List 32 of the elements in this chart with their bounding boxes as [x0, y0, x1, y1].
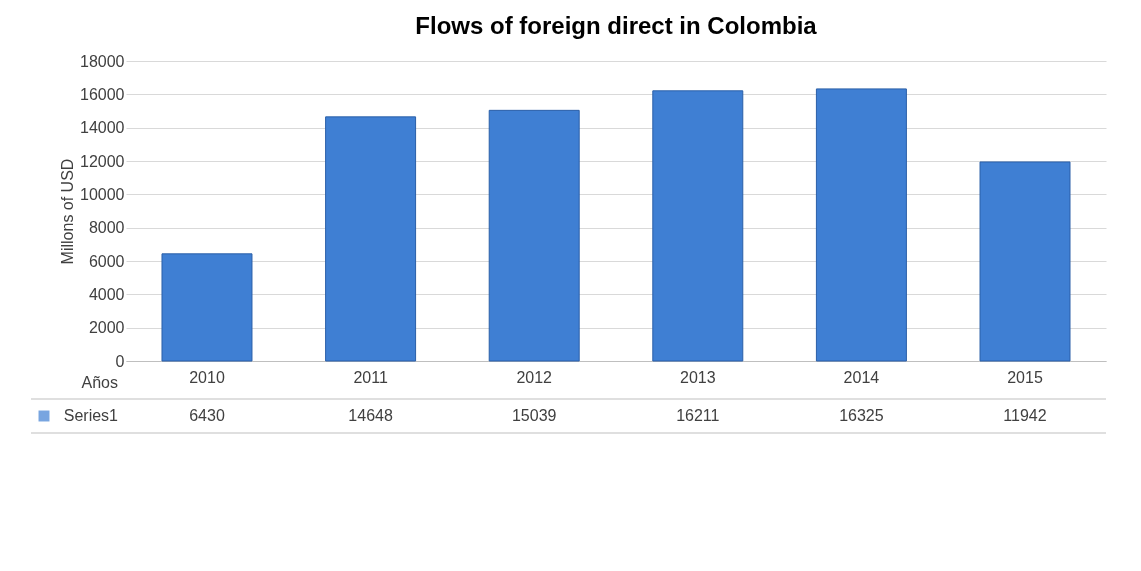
bar: [979, 161, 1071, 362]
y-tick-label: 16000: [80, 85, 125, 103]
y-tick-label: 8000: [88, 219, 125, 237]
chart-title: Flows of foreign direct in Colombia: [415, 12, 818, 39]
x-tick-label: 2014: [843, 368, 880, 386]
bar: [161, 253, 253, 362]
data-label: 16325: [839, 407, 884, 424]
y-tick-label: 10000: [80, 185, 125, 203]
x-tick-label: 2011: [353, 368, 388, 386]
y-tick-label: 4000: [88, 285, 125, 303]
bar: [488, 109, 580, 362]
bar: [325, 116, 417, 362]
y-tick-label: 0: [115, 352, 125, 370]
y-tick-label: 14000: [80, 119, 125, 137]
data-label: 14648: [348, 407, 393, 424]
data-label: 16211: [676, 407, 720, 424]
x-axis-title: Años: [81, 374, 118, 391]
y-tick-label: 6000: [88, 252, 125, 270]
y-tick-label: 12000: [80, 152, 125, 170]
x-tick-label: 2010: [189, 368, 225, 386]
x-tick-label: 2012: [516, 368, 553, 386]
data-label: 11942: [1003, 407, 1047, 424]
data-label: 15039: [511, 407, 557, 424]
y-axis-title: Millons of USD: [59, 158, 77, 265]
legend-label: Series1: [63, 407, 119, 424]
x-tick-label: 2013: [680, 368, 716, 386]
bar: [815, 88, 907, 362]
data-label: 6430: [189, 407, 225, 424]
x-tick-label: 2015: [1007, 368, 1043, 386]
bar: [652, 90, 744, 362]
y-tick-label: 2000: [88, 319, 125, 337]
y-tick-label: 18000: [80, 52, 125, 70]
